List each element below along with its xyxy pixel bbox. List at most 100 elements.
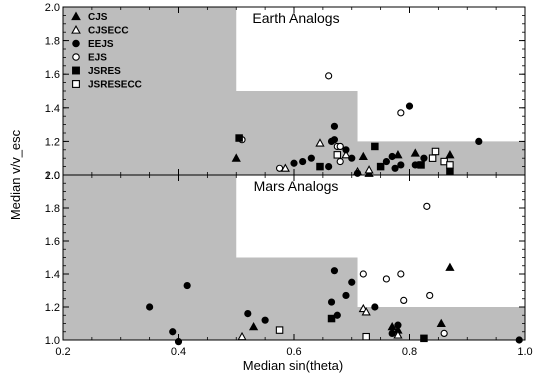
data-point-ejs [397, 109, 405, 117]
panel-2: 0.2 0.4 0.6 0.8 1.0 1.0 1.2 1.4 1.6 1.8 2.0 Mars An… [45, 170, 533, 358]
data-point-eejs [388, 329, 396, 337]
x-axis-label: Median sin(theta) [243, 358, 343, 373]
data-point-eejs [342, 291, 350, 300]
data-point-cjs [436, 318, 446, 327]
data-point-cjs [393, 150, 403, 159]
data-point-ejs [382, 275, 390, 283]
plot-frame [62, 174, 526, 341]
legend-marker-eejs [72, 39, 80, 48]
data-point-eejs [405, 102, 414, 110]
legend-label-ejs: EJS [88, 53, 107, 64]
data-point-eejs [183, 281, 191, 290]
data-point-eejs [397, 161, 405, 169]
data-point-cjs [358, 151, 368, 161]
legend-marker-ejs [72, 53, 80, 61]
legend: CJS CJSECC EEJS EJS JSRES JSRESECC [71, 11, 142, 91]
y-tick-label: 1.6 [45, 69, 60, 81]
legend-marker-jsresecc [72, 80, 80, 88]
data-point-cjsecc [280, 163, 290, 172]
data-point-jsres [420, 334, 428, 343]
data-point-jsresecc [446, 161, 454, 169]
data-point-jsres [316, 162, 324, 171]
panel-title: Mars Analogs [254, 178, 339, 194]
data-point-eejs [169, 328, 177, 336]
data-point-eejs [307, 154, 315, 162]
data-point-cjsecc [361, 307, 371, 316]
data-point-eejs [327, 298, 336, 306]
data-point-eejs [290, 159, 298, 167]
data-point-eejs [382, 157, 390, 166]
data-point-ejs [423, 202, 431, 210]
x-tick-label: 0.6 [286, 346, 301, 358]
data-point-ejs [397, 270, 405, 278]
data-point-ejs [426, 291, 434, 300]
data-point-cjs [248, 321, 259, 331]
data-point-eejs [299, 157, 307, 166]
y-tick-label: 1.8 [45, 36, 60, 48]
y-tick-label: 1.0 [45, 335, 60, 347]
data-point-eejs [330, 136, 339, 144]
data-point-cjsecc [364, 165, 374, 174]
legend-marker-cjsecc [71, 24, 81, 34]
x-tick-label: 1.0 [517, 346, 532, 358]
data-point-eejs [371, 303, 379, 311]
x-tick-label: 0.8 [402, 346, 417, 358]
data-point-jsres [446, 167, 454, 176]
legend-label-jsres: JSRES [88, 66, 121, 77]
legend-label-cjsecc: CJSECC [88, 26, 129, 37]
data-point-eejs [348, 278, 356, 286]
data-point-eejs [388, 152, 396, 161]
data-point-ejs [359, 270, 367, 278]
data-point-ejs [336, 142, 344, 151]
y-tick-label: 2.0 [45, 2, 60, 14]
data-point-jsresecc [431, 147, 440, 156]
legend-marker-cjs [71, 11, 81, 21]
data-point-cjsecc [393, 330, 403, 339]
data-point-cjsecc [315, 138, 325, 147]
shaded-region [63, 175, 525, 340]
panel-1: 1.0 1.2 1.4 1.6 1.8 2.0 Earth Analogs CJS CJSECC… [45, 2, 526, 182]
data-point-jsres [235, 134, 243, 142]
data-point-ejs [325, 72, 333, 80]
data-point-eejs [348, 154, 356, 162]
y-tick-label: 1.2 [45, 136, 60, 148]
data-point-eejs [261, 316, 269, 324]
data-point-eejs [325, 163, 333, 171]
data-point-cjs [445, 262, 455, 271]
data-point-ejs [400, 296, 408, 304]
data-point-ejs [336, 157, 344, 166]
y-tick-label: 1.6 [45, 236, 60, 248]
data-point-eejs [475, 137, 483, 145]
data-point-cjs [387, 321, 397, 331]
data-point-jsresecc [362, 332, 370, 341]
data-point-eejs [394, 321, 402, 329]
data-point-jsresecc [428, 154, 437, 162]
data-point-jsres [371, 142, 379, 151]
y-tick-label: 1.4 [45, 269, 60, 281]
y-tick-label: 1.2 [45, 302, 60, 314]
data-point-eejs [330, 122, 339, 130]
data-point-jsresecc [275, 326, 284, 334]
data-point-eejs [342, 146, 350, 154]
y-tick-label: 1.0 [45, 170, 60, 182]
data-point-eejs [244, 310, 252, 318]
data-point-ejs [275, 164, 284, 172]
data-point-eejs [330, 267, 339, 275]
data-point-jsres [417, 161, 425, 169]
data-point-jsresecc [333, 151, 342, 159]
legend-label-eejs: EEJS [88, 39, 114, 50]
x-tick-label: 0.4 [171, 346, 186, 358]
data-point-jsres [376, 162, 385, 171]
legend-marker-jsres [72, 66, 80, 75]
data-point-ejs [440, 329, 448, 337]
shaded-region [63, 7, 525, 175]
legend-label-jsresecc: JSRESECC [88, 80, 142, 91]
legend-label-cjs: CJS [88, 12, 108, 23]
data-point-cjs [445, 150, 455, 159]
y-axis-label: Median v/v_esc [8, 129, 23, 220]
y-tick-label: 1.8 [45, 203, 60, 215]
x-tick-label: 0.2 [55, 346, 70, 358]
y-tick-label: 2.0 [45, 170, 60, 182]
data-point-cjsecc [341, 150, 351, 159]
